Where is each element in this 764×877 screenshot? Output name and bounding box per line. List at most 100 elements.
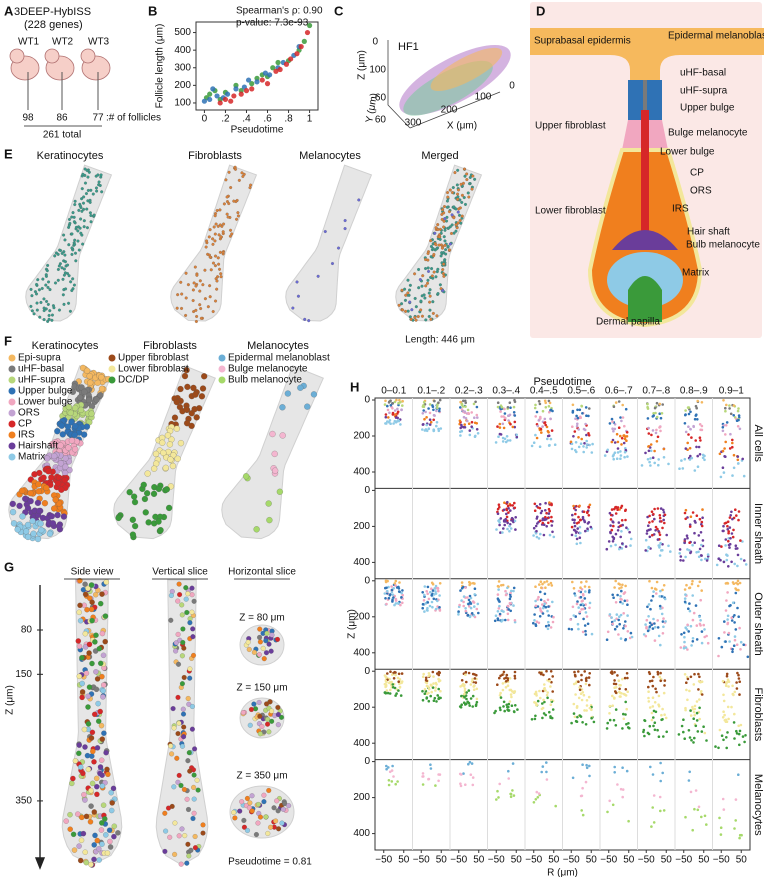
cell [728, 604, 731, 608]
cell [253, 706, 259, 712]
mice-icons [9, 48, 111, 81]
cell [618, 547, 621, 551]
cell [574, 594, 577, 597]
cell [577, 436, 580, 439]
tick-label: 100 [475, 92, 492, 103]
cell [422, 409, 426, 412]
bin-label: 0.1–.2 [417, 386, 445, 397]
cell [463, 423, 467, 426]
cell [584, 603, 587, 606]
cell [548, 501, 551, 504]
cell [549, 698, 553, 702]
cell [647, 671, 651, 674]
cell [680, 633, 683, 636]
cell [215, 287, 219, 291]
cell [572, 435, 575, 438]
cell [276, 826, 282, 832]
cell [310, 391, 318, 398]
cell [111, 833, 117, 840]
cell [538, 615, 542, 618]
cell [446, 244, 450, 248]
cell [76, 750, 82, 756]
cell [88, 200, 92, 204]
cell [534, 599, 537, 603]
cell [658, 554, 662, 557]
cell [218, 223, 222, 227]
cell [452, 216, 456, 220]
cell [499, 410, 502, 413]
cell [681, 467, 685, 470]
cell [199, 316, 203, 320]
cell [544, 624, 548, 628]
view-title: Vertical slice [152, 567, 208, 578]
cell [259, 724, 265, 730]
cell [82, 631, 89, 637]
cell [77, 578, 83, 584]
cell [577, 606, 580, 609]
cell [689, 551, 692, 555]
bin-label: 0.5–.6 [567, 386, 595, 397]
cell [732, 453, 736, 457]
cell [505, 673, 509, 677]
cell [83, 670, 90, 676]
cell [98, 183, 102, 187]
cell [291, 306, 295, 310]
cell [434, 275, 438, 279]
cell [244, 795, 250, 801]
cell [94, 676, 101, 682]
cell [280, 806, 286, 812]
cell [37, 288, 41, 292]
cell [195, 273, 199, 277]
cell [585, 414, 588, 418]
x-tick-label: −50 [450, 855, 467, 866]
cell [426, 266, 430, 270]
cell [627, 819, 630, 823]
cell [514, 704, 517, 707]
cell [691, 640, 695, 643]
cell [650, 679, 654, 683]
cell [475, 700, 479, 704]
cell [279, 432, 286, 439]
cell [100, 802, 107, 808]
cell [265, 830, 271, 836]
cell [664, 620, 667, 623]
cell [414, 305, 418, 309]
cell [571, 605, 575, 609]
cell [454, 229, 458, 233]
cell [644, 538, 648, 542]
cell [614, 543, 617, 547]
cell [497, 503, 501, 507]
cell [86, 373, 93, 380]
cell [725, 682, 728, 685]
cell [610, 616, 613, 619]
cell [512, 589, 515, 593]
cell [247, 800, 253, 806]
cell [263, 814, 269, 820]
cell [717, 654, 720, 658]
cell [724, 640, 727, 643]
cell [506, 677, 510, 680]
y-tick-label: 200 [174, 80, 191, 91]
cell [652, 617, 655, 621]
cell [232, 199, 236, 203]
cell [609, 524, 612, 527]
cell [73, 251, 77, 255]
cell [177, 440, 185, 447]
cell [222, 202, 226, 206]
cell [608, 718, 612, 722]
cell [584, 590, 587, 593]
cell [585, 446, 588, 449]
cell [431, 311, 435, 315]
cell [384, 597, 387, 600]
cell [101, 682, 107, 688]
schematic-label: uHF-supra [680, 86, 728, 97]
cell [500, 405, 504, 409]
schematic-label: Lower fibroblast [535, 206, 606, 217]
cell [236, 214, 240, 218]
cell [619, 434, 622, 438]
cell [650, 586, 654, 590]
cell [658, 402, 662, 406]
cell [679, 555, 683, 558]
cell [438, 407, 441, 411]
cell [29, 304, 33, 308]
